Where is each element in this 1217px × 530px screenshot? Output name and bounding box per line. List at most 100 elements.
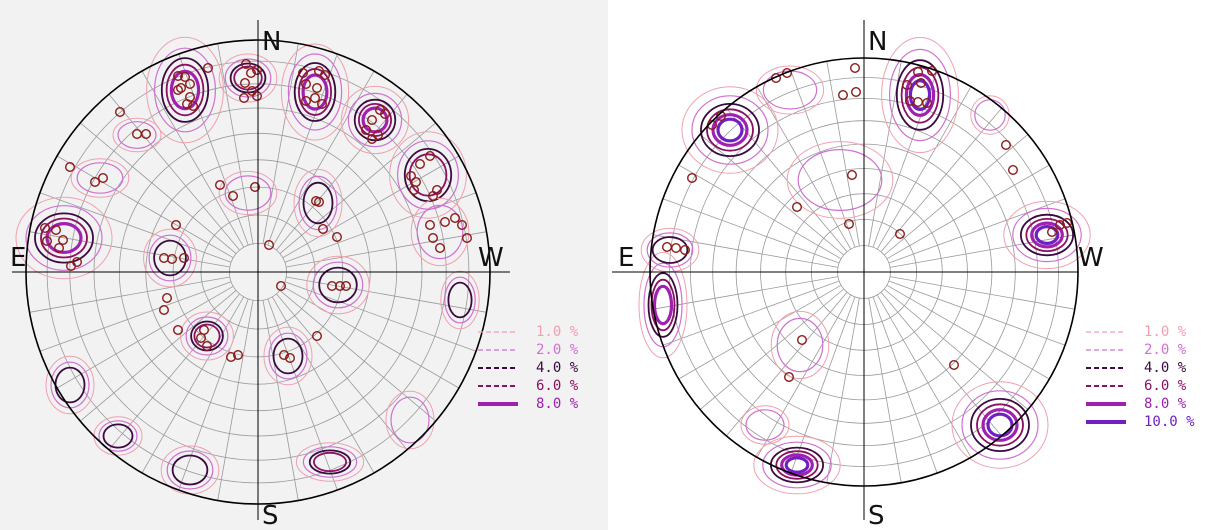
north-label: N xyxy=(868,27,887,57)
contour-line xyxy=(218,170,278,216)
pole-point xyxy=(131,128,142,139)
contour-legend: 1.0 % 2.0 % 4.0 % 6.0 % 8.0 % xyxy=(478,324,579,412)
pole-point xyxy=(310,92,321,103)
east-label: E xyxy=(618,243,634,273)
contour-legend: 1.0 % 2.0 % 4.0 % 6.0 % 8.0 % 10.0 % xyxy=(1086,324,1195,430)
north-label: N xyxy=(262,27,281,57)
contour-line xyxy=(312,261,364,309)
pole-point xyxy=(895,228,906,239)
grid-spoke xyxy=(653,276,839,310)
pole-point xyxy=(64,161,75,172)
pole-point xyxy=(187,100,198,111)
contour-line xyxy=(970,95,1010,135)
pole-point xyxy=(140,128,151,139)
left-stereonet-panel: N S E W 1.0 % 2.0 % 4.0 % 6.0 % 8.0 % xyxy=(0,0,608,530)
contour-line xyxy=(981,408,1019,442)
pole-point xyxy=(411,176,422,187)
contour-line xyxy=(15,196,113,280)
contour-line xyxy=(440,270,480,330)
contour-line xyxy=(40,217,88,259)
contour-line xyxy=(681,86,779,174)
contour-line xyxy=(711,113,749,147)
pole-point xyxy=(195,333,206,344)
grid-spoke xyxy=(56,155,234,259)
pole-point xyxy=(428,190,439,201)
density-contours xyxy=(638,36,1091,495)
legend-label: 1.0 % xyxy=(1144,324,1187,340)
pole-point xyxy=(770,72,781,83)
pole-point xyxy=(166,253,177,264)
density-contours xyxy=(15,36,480,495)
contour-line xyxy=(895,59,945,131)
grid-spoke xyxy=(756,294,852,458)
contour-line xyxy=(385,390,435,450)
pole-point xyxy=(440,216,451,227)
pole-point xyxy=(783,372,794,383)
grid-spoke xyxy=(678,284,842,380)
pole-point xyxy=(1062,217,1073,228)
pole-point xyxy=(172,70,183,81)
grid-spoke xyxy=(56,285,234,389)
contour-line xyxy=(646,232,694,268)
pole-point xyxy=(662,241,673,252)
grid-spoke xyxy=(889,234,1075,268)
grid-spoke xyxy=(284,192,477,263)
legend-label: 6.0 % xyxy=(536,378,579,394)
grid-spoke xyxy=(662,198,840,264)
grid-spoke xyxy=(108,293,240,450)
pole-point xyxy=(781,67,792,78)
contour-line xyxy=(700,103,760,158)
pole-point xyxy=(246,85,257,96)
pole-point xyxy=(686,172,697,183)
contour-line xyxy=(143,228,197,288)
grid-spoke xyxy=(662,280,840,346)
contour-line xyxy=(280,43,350,141)
contour-line xyxy=(416,204,464,260)
contour-line xyxy=(776,317,824,373)
pole-point xyxy=(97,172,108,183)
contour-line xyxy=(160,57,210,123)
grid-spoke xyxy=(868,297,902,483)
contour-line xyxy=(976,403,1024,447)
grid-spoke xyxy=(80,290,237,422)
contour-line xyxy=(900,66,940,124)
pole-point xyxy=(264,239,275,250)
pole-point xyxy=(170,219,181,230)
grid-spoke xyxy=(886,164,1050,260)
pole-point xyxy=(238,92,249,103)
contour-line xyxy=(652,284,674,326)
pole-point xyxy=(51,224,62,235)
pole-point xyxy=(679,244,690,255)
pole-point xyxy=(791,201,802,212)
pole-point xyxy=(913,66,924,77)
pole-point xyxy=(181,98,192,109)
pole-point xyxy=(172,84,183,95)
contour-line xyxy=(340,85,410,155)
contour-line xyxy=(98,420,138,452)
pole-point xyxy=(312,82,323,93)
grid-spoke xyxy=(756,86,852,250)
pole-point xyxy=(245,67,256,78)
contour-line xyxy=(716,117,744,143)
pole-point xyxy=(435,242,446,253)
contour-line xyxy=(647,272,679,338)
contour-line xyxy=(318,266,358,304)
legend-label: 1.0 % xyxy=(536,324,579,340)
contour-line xyxy=(784,456,810,474)
pole-point xyxy=(341,281,352,292)
grid-spoke xyxy=(29,276,230,313)
contour-line xyxy=(769,446,824,484)
contour-line xyxy=(169,69,201,111)
pole-point xyxy=(179,71,190,82)
pole-point xyxy=(298,67,309,78)
grid-spoke xyxy=(883,288,1029,410)
contour-line xyxy=(755,65,825,115)
pole-point xyxy=(318,223,329,234)
pole-point xyxy=(671,242,682,253)
legend-label: 6.0 % xyxy=(1144,378,1187,394)
contour-line xyxy=(312,451,347,473)
contour-line xyxy=(1012,207,1082,263)
grid-spoke xyxy=(880,291,1002,437)
pole-points xyxy=(40,59,473,364)
contour-line xyxy=(389,131,467,219)
